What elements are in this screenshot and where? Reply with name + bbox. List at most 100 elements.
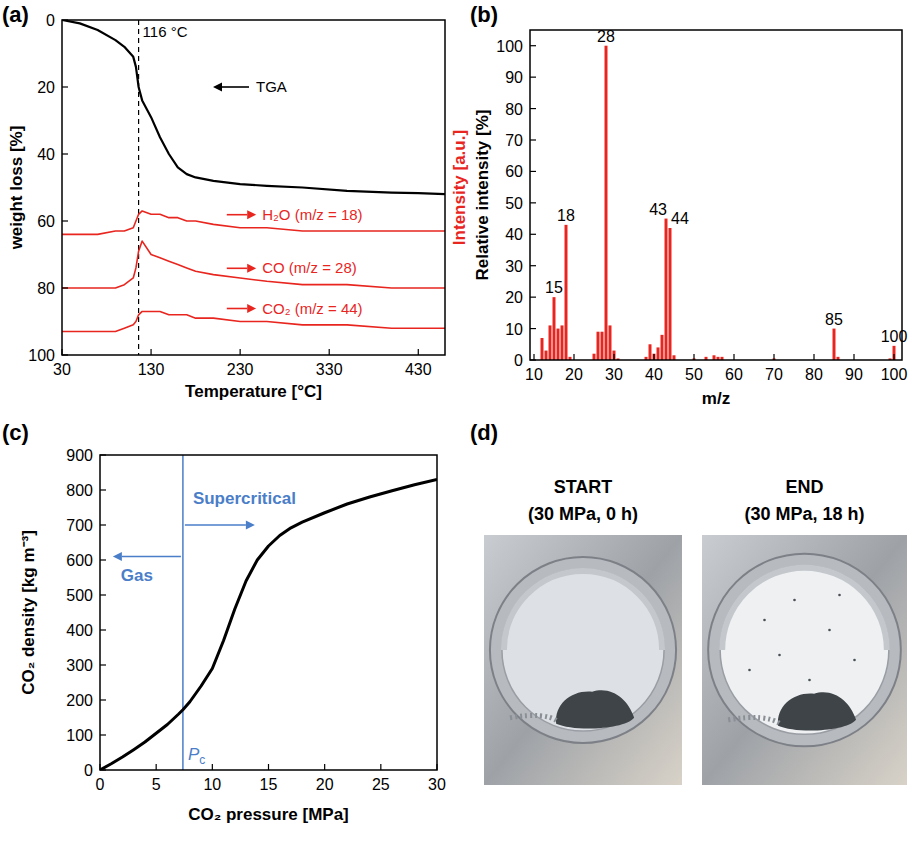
arrow-head — [247, 264, 256, 273]
x-tick-label: 80 — [805, 366, 823, 383]
panel-label: (c) — [2, 420, 29, 445]
photo-background — [484, 535, 682, 785]
bar — [561, 325, 564, 360]
peak-label: 100 — [881, 328, 908, 345]
bar — [649, 344, 652, 360]
plot-data — [100, 455, 437, 770]
powder-trace — [728, 717, 780, 723]
y-tick — [62, 19, 68, 20]
series-label: CO₂ (m/z = 44) — [262, 300, 362, 317]
photo-title: START — [554, 477, 613, 497]
x-tick-label: 30 — [428, 776, 446, 793]
y-tick — [530, 359, 536, 360]
x-tick-label: 430 — [405, 361, 432, 378]
window-shade — [504, 571, 662, 650]
y-tick-label: 50 — [505, 195, 523, 212]
x-tick-label: 330 — [316, 361, 343, 378]
y-tick — [62, 153, 68, 154]
window-shade — [722, 568, 887, 650]
annotation-part: c — [199, 753, 205, 767]
x-tick-label: 40 — [645, 366, 663, 383]
arrow-head — [247, 304, 256, 313]
y-tick-label: 100 — [28, 347, 55, 364]
bar — [657, 347, 660, 360]
powder — [556, 690, 634, 728]
x-tick-label: 130 — [138, 361, 165, 378]
y-tick — [100, 594, 106, 595]
bar — [833, 329, 836, 360]
bar — [593, 354, 596, 360]
figure: 30130230330430020406080100Temperature [°… — [0, 0, 912, 845]
panel-label: (b) — [470, 2, 498, 27]
x-tick — [156, 764, 157, 770]
y-tick — [62, 354, 68, 355]
x-tick — [418, 349, 419, 355]
x-tick-label: 20 — [316, 776, 334, 793]
x-tick-label: 60 — [725, 366, 743, 383]
bar — [545, 351, 548, 360]
y-tick-label: 0 — [84, 762, 93, 779]
y-tick — [100, 559, 106, 560]
series-label: H₂O (m/z = 18) — [262, 206, 362, 223]
peak-label: 44 — [671, 210, 689, 227]
photo-background — [702, 535, 907, 785]
x-tick-label: 25 — [372, 776, 390, 793]
arrow-shaft — [122, 556, 181, 558]
y-tick-label: 100 — [496, 38, 523, 55]
series-label: TGA — [256, 78, 287, 95]
x-tick-label: 70 — [765, 366, 783, 383]
x-tick-label: 10 — [203, 776, 221, 793]
bar — [613, 351, 616, 360]
x-tick-label: 230 — [227, 361, 254, 378]
panel-label: (d) — [470, 420, 498, 445]
arrow — [113, 552, 181, 561]
x-tick — [613, 354, 614, 360]
axes: 1020304050607080901000102030405060708090… — [470, 2, 907, 408]
x-tick — [436, 764, 437, 770]
x-axis-title: m/z — [702, 389, 730, 408]
arrow — [185, 521, 255, 530]
arrow — [213, 83, 249, 92]
arrow-shaft — [222, 86, 249, 88]
arrow-head — [113, 552, 122, 561]
x-tick — [99, 764, 100, 770]
particle — [828, 629, 831, 632]
y-tick — [62, 86, 68, 87]
x-tick-label: 15 — [260, 776, 278, 793]
x-tick-label: 100 — [881, 366, 908, 383]
arrow — [227, 304, 256, 313]
x-tick-label: 5 — [152, 776, 161, 793]
x-tick — [693, 354, 694, 360]
y-tick-label: 70 — [505, 132, 523, 149]
y-axis-title: CO₂ density [kg m⁻³] — [19, 530, 38, 695]
x-tick-label: 90 — [845, 366, 863, 383]
y-tick — [530, 328, 536, 329]
y-tick — [100, 769, 106, 770]
y-tick — [62, 220, 68, 221]
particle — [778, 654, 781, 657]
y-tick — [100, 454, 106, 455]
y-tick-label: 0 — [46, 12, 55, 29]
y-tick — [100, 664, 106, 665]
plot-data — [62, 20, 445, 355]
series-line — [62, 241, 445, 288]
series-line — [62, 20, 445, 194]
x-tick — [324, 764, 325, 770]
bar — [665, 219, 668, 360]
y-tick-label: 100 — [66, 727, 93, 744]
x-tick — [893, 354, 894, 360]
x-tick — [773, 354, 774, 360]
y-tick — [530, 202, 536, 203]
y-axis-title: Relative intensity [%] — [473, 110, 492, 281]
y-tick-label: 20 — [505, 289, 523, 306]
peak-label: 18 — [557, 207, 575, 224]
critical-pressure-line — [182, 455, 184, 770]
annotation: 116 °C — [143, 23, 188, 40]
particle — [763, 619, 766, 622]
x-tick — [733, 354, 734, 360]
y-tick — [530, 297, 536, 298]
arrow-head — [247, 210, 256, 219]
annotation-part: P — [188, 745, 200, 764]
vessel-rim — [490, 557, 676, 743]
bar — [541, 338, 544, 360]
